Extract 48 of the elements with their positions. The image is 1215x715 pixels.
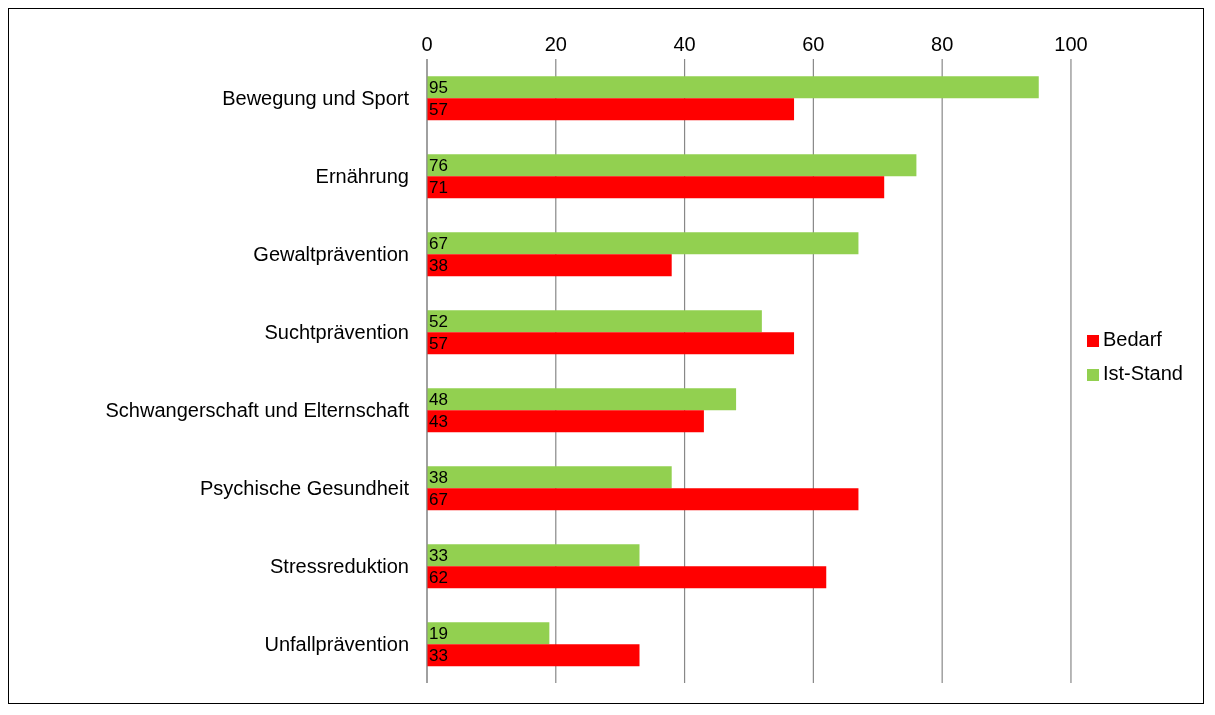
x-tick-label: 20 xyxy=(544,33,567,55)
y-tick-label: Unfallprävention xyxy=(264,633,409,656)
y-tick-label: Gewaltprävention xyxy=(253,243,409,266)
data-label: 57 xyxy=(429,100,448,120)
x-tick-label: 0 xyxy=(421,33,433,55)
y-tick-label: Ernährung xyxy=(315,165,409,188)
data-label: 48 xyxy=(429,390,448,410)
bar xyxy=(427,98,795,121)
bar xyxy=(427,154,917,177)
data-label: 95 xyxy=(429,78,448,98)
bar xyxy=(427,410,704,433)
data-label: 52 xyxy=(429,312,448,332)
y-tick-label: Bewegung und Sport xyxy=(222,87,410,110)
data-label: 33 xyxy=(429,546,448,566)
bar xyxy=(427,76,1039,99)
data-label: 38 xyxy=(429,256,448,276)
bar xyxy=(427,176,885,199)
data-label: 33 xyxy=(429,646,448,666)
bar xyxy=(427,466,672,489)
y-tick-label: Suchtprävention xyxy=(264,321,409,344)
data-label: 71 xyxy=(429,178,448,198)
legend-label: Bedarf xyxy=(1102,328,1162,350)
y-tick-label: Schwangerschaft und Elternschaft xyxy=(105,399,410,422)
data-label: 67 xyxy=(429,234,448,254)
legend-label: Ist-Stand xyxy=(1102,362,1183,384)
y-tick-label: Stressreduktion xyxy=(270,555,409,578)
bar xyxy=(427,544,640,567)
data-label: 67 xyxy=(429,490,448,510)
bar xyxy=(427,644,640,667)
data-label: 62 xyxy=(429,568,448,588)
x-tick-label: 80 xyxy=(931,33,954,55)
bar xyxy=(427,232,859,255)
x-tick-label: 40 xyxy=(673,33,696,55)
data-label: 76 xyxy=(429,156,448,176)
data-label: 43 xyxy=(429,412,448,432)
bar xyxy=(427,332,795,355)
bar xyxy=(427,566,827,589)
data-label: 38 xyxy=(429,468,448,488)
bar xyxy=(427,310,762,333)
data-label: 57 xyxy=(429,334,448,354)
bar xyxy=(427,254,672,277)
bar xyxy=(427,388,737,411)
x-tick-label: 60 xyxy=(802,33,825,55)
y-tick-label: Psychische Gesundheit xyxy=(199,477,410,500)
data-label: 19 xyxy=(429,624,448,644)
bar xyxy=(427,488,859,511)
x-tick-label: 100 xyxy=(1054,33,1088,55)
bar xyxy=(427,622,550,645)
